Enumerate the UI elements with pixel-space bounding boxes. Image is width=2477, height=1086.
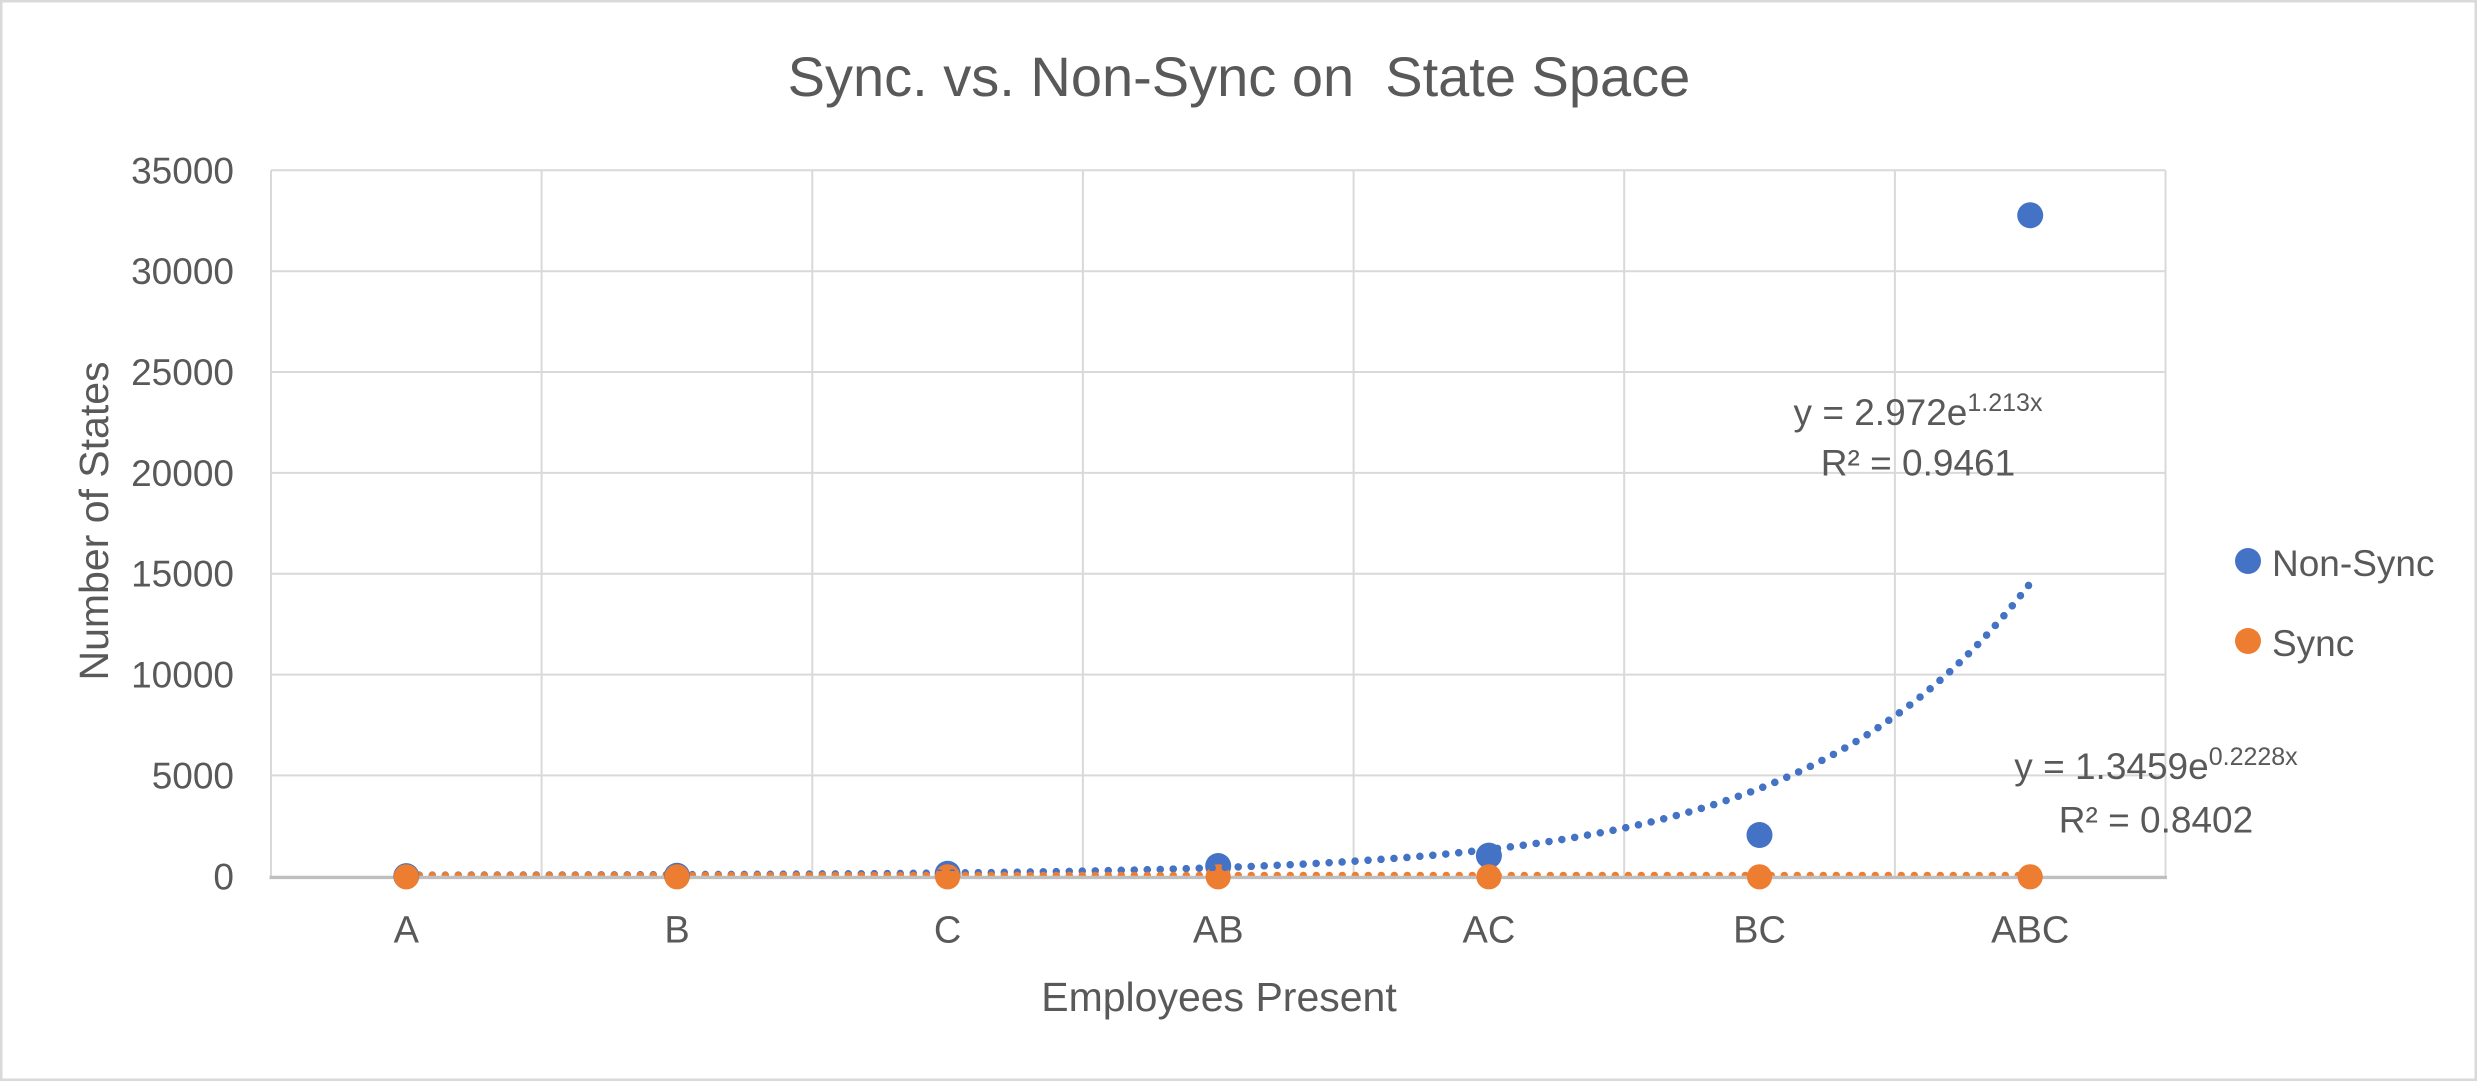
svg-text:B: B: [664, 910, 689, 952]
svg-text:Sync: Sync: [2272, 623, 2354, 664]
svg-text:Employees Present: Employees Present: [1041, 974, 1397, 1020]
svg-text:Non-Sync: Non-Sync: [2272, 543, 2434, 584]
svg-text:R² = 0.9461: R² = 0.9461: [1821, 443, 2015, 484]
svg-text:15000: 15000: [131, 554, 234, 595]
svg-text:Sync. vs. Non-Sync on State S: Sync. vs. Non-Sync on State Space: [788, 45, 1691, 108]
svg-text:20000: 20000: [131, 453, 234, 494]
svg-text:A: A: [394, 910, 420, 952]
svg-text:30000: 30000: [131, 251, 234, 292]
svg-text:10000: 10000: [131, 655, 234, 696]
svg-text:C: C: [934, 910, 961, 952]
svg-text:AC: AC: [1463, 910, 1516, 952]
svg-text:R² = 0.8402: R² = 0.8402: [2059, 800, 2253, 841]
svg-text:0: 0: [213, 856, 234, 897]
svg-text:ABC: ABC: [1991, 910, 2069, 952]
svg-text:AB: AB: [1193, 910, 1244, 952]
svg-text:Number of States: Number of States: [71, 361, 117, 680]
svg-text:BC: BC: [1733, 910, 1786, 952]
svg-text:25000: 25000: [131, 352, 234, 393]
svg-text:35000: 35000: [131, 150, 234, 191]
svg-text:5000: 5000: [152, 755, 234, 796]
